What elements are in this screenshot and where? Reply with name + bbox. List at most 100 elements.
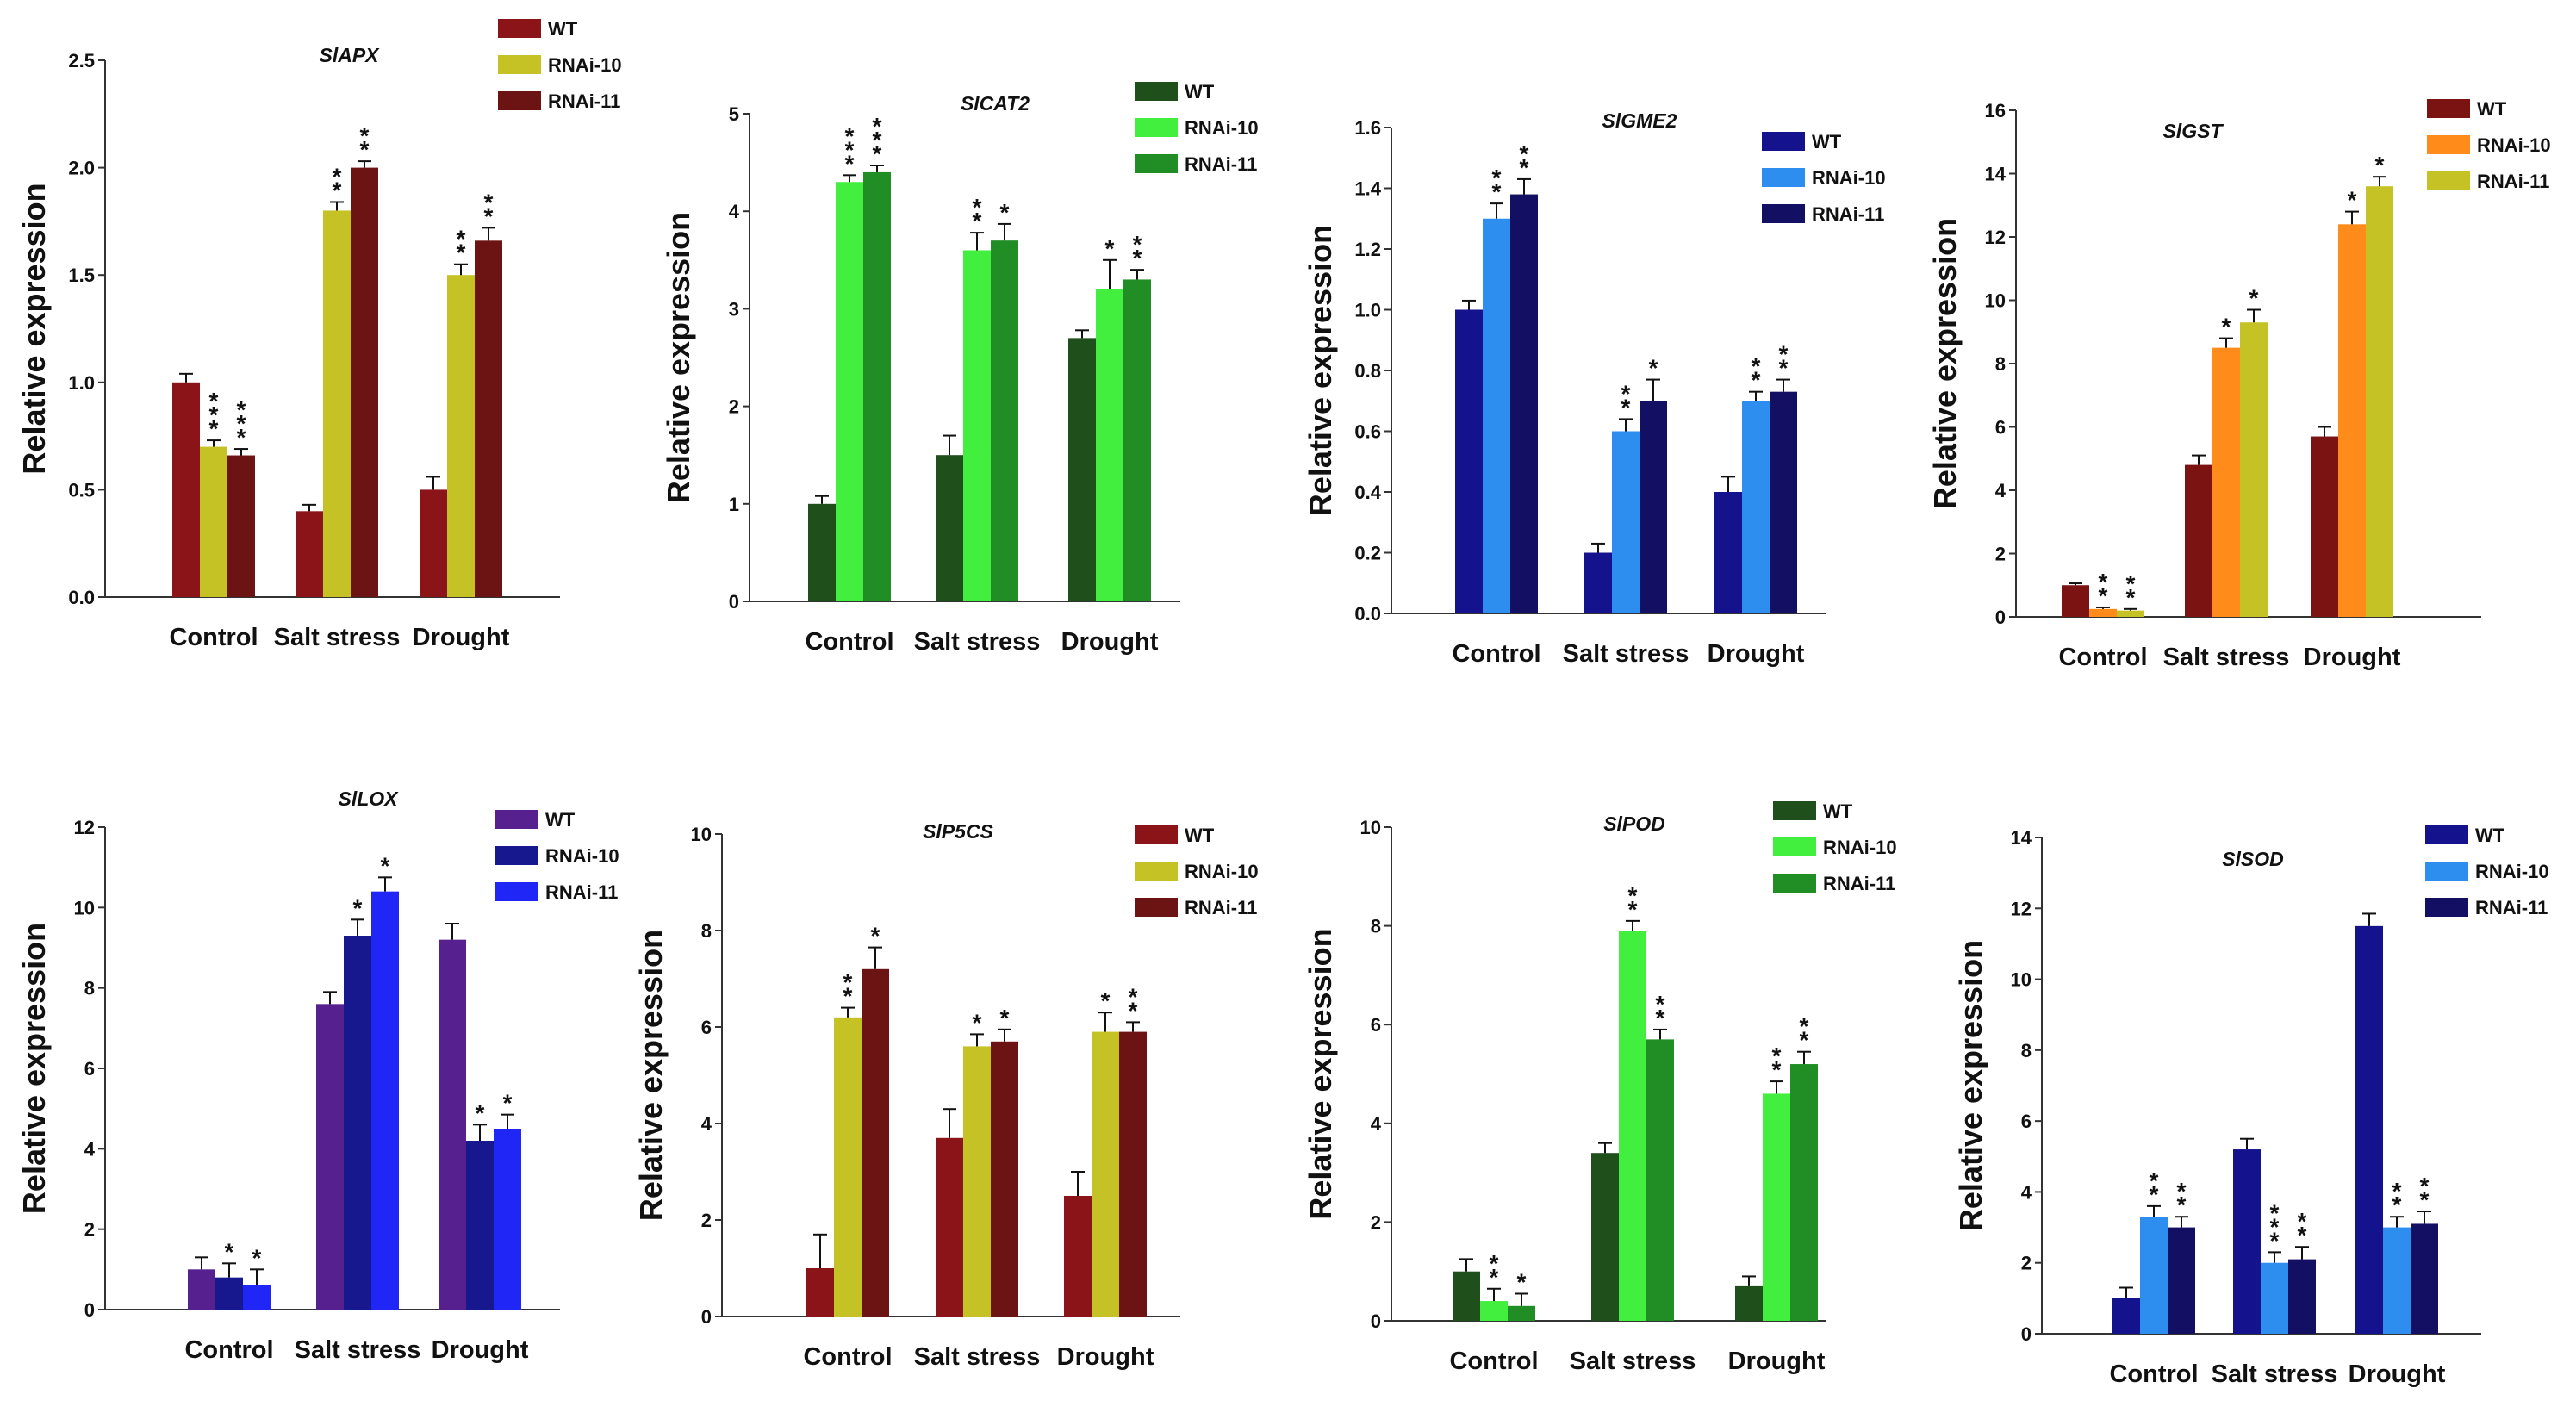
- y-tick-label: 4: [1371, 1113, 1382, 1135]
- y-tick-label: 0: [2021, 1323, 2032, 1345]
- bar-rnai-11-2: [2411, 1223, 2438, 1334]
- x-tick-label: Salt stress: [1563, 640, 1689, 668]
- x-tick-label: Control: [169, 624, 258, 651]
- legend-label: WT: [2477, 98, 2507, 120]
- bar-rnai-11-1: [1646, 1039, 1674, 1321]
- bar-wt-1: [2233, 1149, 2261, 1334]
- significance-star: *: [2270, 1199, 2280, 1226]
- legend-swatch: [2425, 825, 2468, 844]
- significance-star: *: [484, 189, 494, 215]
- bar-rnai-11-1: [991, 240, 1018, 601]
- chart-title: SlP5CS: [923, 820, 993, 843]
- significance-star: *: [845, 122, 855, 149]
- significance-star: *: [1779, 355, 1789, 382]
- legend-swatch: [1773, 837, 1816, 856]
- x-tick-label: Control: [1449, 1348, 1538, 1375]
- significance-star: *: [457, 226, 466, 252]
- y-tick-label: 4: [84, 1138, 96, 1160]
- significance-star: *: [2348, 187, 2357, 214]
- y-tick-label: 1.2: [1354, 239, 1381, 260]
- legend-label: RNAi-11: [1185, 897, 1257, 918]
- y-tick-label: 0.5: [68, 479, 95, 501]
- legend-swatch: [498, 19, 541, 38]
- bar-rnai-11-0: [227, 455, 255, 597]
- x-tick-label: Salt stress: [1570, 1348, 1696, 1375]
- bar-rnai-10-2: [1763, 1093, 1790, 1321]
- bar-rnai-11-1: [991, 1041, 1018, 1317]
- chart-title: SlPOD: [1603, 812, 1665, 835]
- significance-star: *: [973, 208, 982, 234]
- y-tick-label: 1.5: [68, 265, 95, 286]
- legend-swatch: [1762, 168, 1805, 187]
- legend-swatch: [1762, 132, 1805, 151]
- significance-star: *: [2099, 569, 2108, 595]
- x-tick-label: Salt stress: [2212, 1360, 2338, 1388]
- bar-rnai-10-0: [2140, 1217, 2168, 1334]
- bar-rnai-10-1: [1619, 931, 1646, 1321]
- significance-star: *: [237, 424, 246, 451]
- x-tick-label: Drought: [1708, 640, 1805, 668]
- y-tick-label: 0: [1371, 1310, 1381, 1332]
- significance-star: *: [1129, 983, 1138, 1010]
- significance-star: *: [2298, 1222, 2307, 1248]
- legend-swatch: [2425, 898, 2468, 917]
- y-tick-label: 8: [84, 978, 95, 999]
- bar-rnai-10-0: [1480, 1301, 1508, 1321]
- bar-wt-2: [1068, 338, 1096, 601]
- significance-star: *: [225, 1238, 234, 1265]
- significance-star: *: [1492, 178, 1502, 205]
- bar-rnai-10-1: [344, 936, 371, 1310]
- y-tick-label: 0.0: [1354, 603, 1381, 625]
- y-tick-label: 0.8: [1354, 360, 1381, 382]
- y-tick-label: 5: [729, 103, 739, 125]
- bar-rnai-10-0: [2089, 608, 2117, 617]
- significance-star: *: [1000, 199, 1010, 226]
- legend-swatch: [1135, 154, 1178, 173]
- y-tick-label: 1.0: [1354, 300, 1381, 321]
- x-tick-label: Drought: [413, 624, 510, 651]
- significance-star: *: [476, 1099, 485, 1126]
- chart-title: SlGST: [2162, 120, 2224, 142]
- y-axis-title: Relative expression: [661, 212, 696, 503]
- legend-label: WT: [545, 809, 576, 831]
- significance-star: *: [2150, 1181, 2159, 1208]
- bar-wt-0: [1453, 1271, 1480, 1321]
- significance-star: *: [2392, 1178, 2402, 1204]
- bar-rnai-10-2: [1096, 289, 1123, 601]
- significance-star: *: [1779, 341, 1789, 368]
- y-tick-label: 1.4: [1354, 178, 1381, 200]
- legend-label: RNAi-11: [1812, 203, 1884, 225]
- significance-star: *: [2298, 1208, 2307, 1235]
- chart-title: SlGME2: [1602, 109, 1677, 132]
- y-tick-label: 0: [729, 591, 739, 613]
- significance-star: *: [209, 388, 219, 414]
- significance-star: *: [252, 1244, 262, 1271]
- legend-swatch: [495, 810, 538, 829]
- x-tick-label: Drought: [1728, 1348, 1826, 1375]
- chart-panel-slapx: 0.0 0.5 1.0 1.5 2.0 2.5 Relative expression SlA…: [16, 18, 622, 651]
- significance-star: *: [2150, 1167, 2159, 1194]
- significance-star: *: [1628, 896, 1638, 923]
- significance-star: *: [2249, 285, 2259, 312]
- legend-label: RNAi-10: [1185, 117, 1259, 139]
- chart-title: SlLOX: [338, 787, 399, 810]
- x-tick-label: Drought: [432, 1336, 529, 1364]
- significance-star: *: [2392, 1192, 2402, 1218]
- significance-star: *: [1133, 245, 1142, 271]
- chart-panel-sllox: 0 2 4 6 8 10 12 Relative expression SlLOX * * Contr…: [16, 787, 619, 1364]
- significance-star: *: [2420, 1186, 2430, 1213]
- x-tick-label: Salt stress: [914, 1343, 1041, 1371]
- bar-wt-2: [2311, 436, 2338, 617]
- bar-wt-1: [2185, 464, 2212, 617]
- legend-swatch: [1773, 801, 1816, 820]
- legend-label: RNAi-11: [548, 90, 620, 112]
- y-tick-label: 6: [701, 1017, 712, 1038]
- significance-star: *: [209, 415, 219, 442]
- x-tick-label: Control: [2109, 1360, 2198, 1388]
- legend-swatch: [2427, 171, 2470, 190]
- significance-star: *: [871, 923, 880, 949]
- y-tick-label: 0.2: [1354, 543, 1381, 564]
- significance-star: *: [843, 969, 853, 996]
